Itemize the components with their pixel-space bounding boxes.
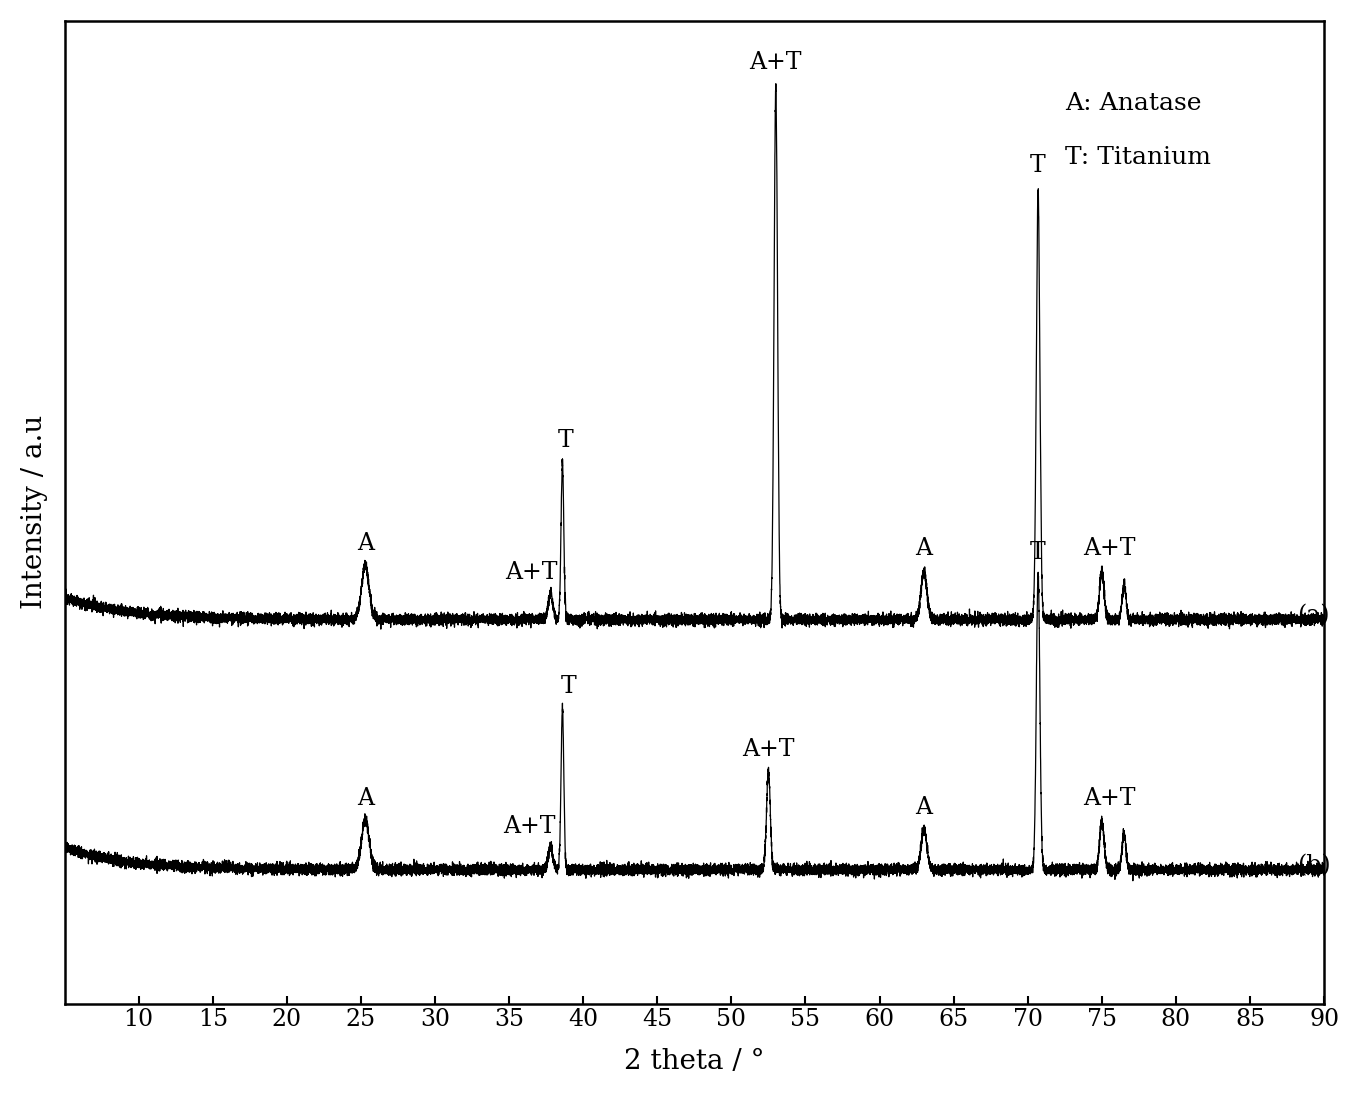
Text: T: T	[1031, 155, 1046, 178]
Text: A: A	[915, 796, 933, 819]
Y-axis label: Intensity / a.u: Intensity / a.u	[20, 415, 48, 609]
Text: A+T: A+T	[743, 738, 794, 761]
Text: A+T: A+T	[505, 561, 558, 584]
Text: A+T: A+T	[503, 815, 556, 838]
Text: A: A	[356, 533, 374, 555]
Text: A+T: A+T	[1083, 787, 1136, 810]
Text: A+T: A+T	[749, 52, 802, 75]
Text: A: A	[915, 537, 933, 560]
Text: T: Titanium: T: Titanium	[1065, 146, 1210, 169]
X-axis label: 2 theta / °: 2 theta / °	[624, 1048, 764, 1075]
Text: T: T	[558, 430, 574, 453]
Text: (a): (a)	[1297, 604, 1330, 627]
Text: A+T: A+T	[1083, 537, 1136, 560]
Text: A: A	[356, 787, 374, 810]
Text: T: T	[560, 675, 577, 698]
Text: A: Anatase: A: Anatase	[1065, 92, 1201, 115]
Text: T: T	[1031, 541, 1046, 564]
Text: (b): (b)	[1297, 855, 1331, 878]
